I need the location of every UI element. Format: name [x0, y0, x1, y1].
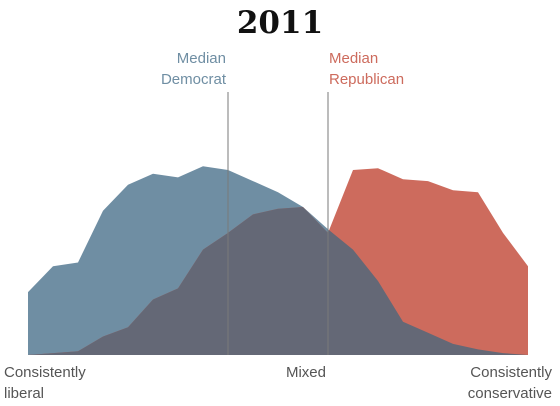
x-axis-labels: Consistently liberal Mixed Consistently cons… — [4, 364, 552, 402]
chart-title: 2011 — [237, 5, 323, 41]
median-label-1: Median Republican — [329, 50, 404, 88]
plot-area — [28, 166, 528, 355]
x-tick-label-2: Consistently conservative — [468, 364, 553, 402]
median-markers: Median Democrat Median Republican — [161, 50, 404, 355]
x-tick-label-1: Mixed — [286, 364, 326, 381]
x-tick-label-0: Consistently liberal — [4, 364, 86, 402]
median-label-0: Median Democrat — [161, 50, 227, 88]
